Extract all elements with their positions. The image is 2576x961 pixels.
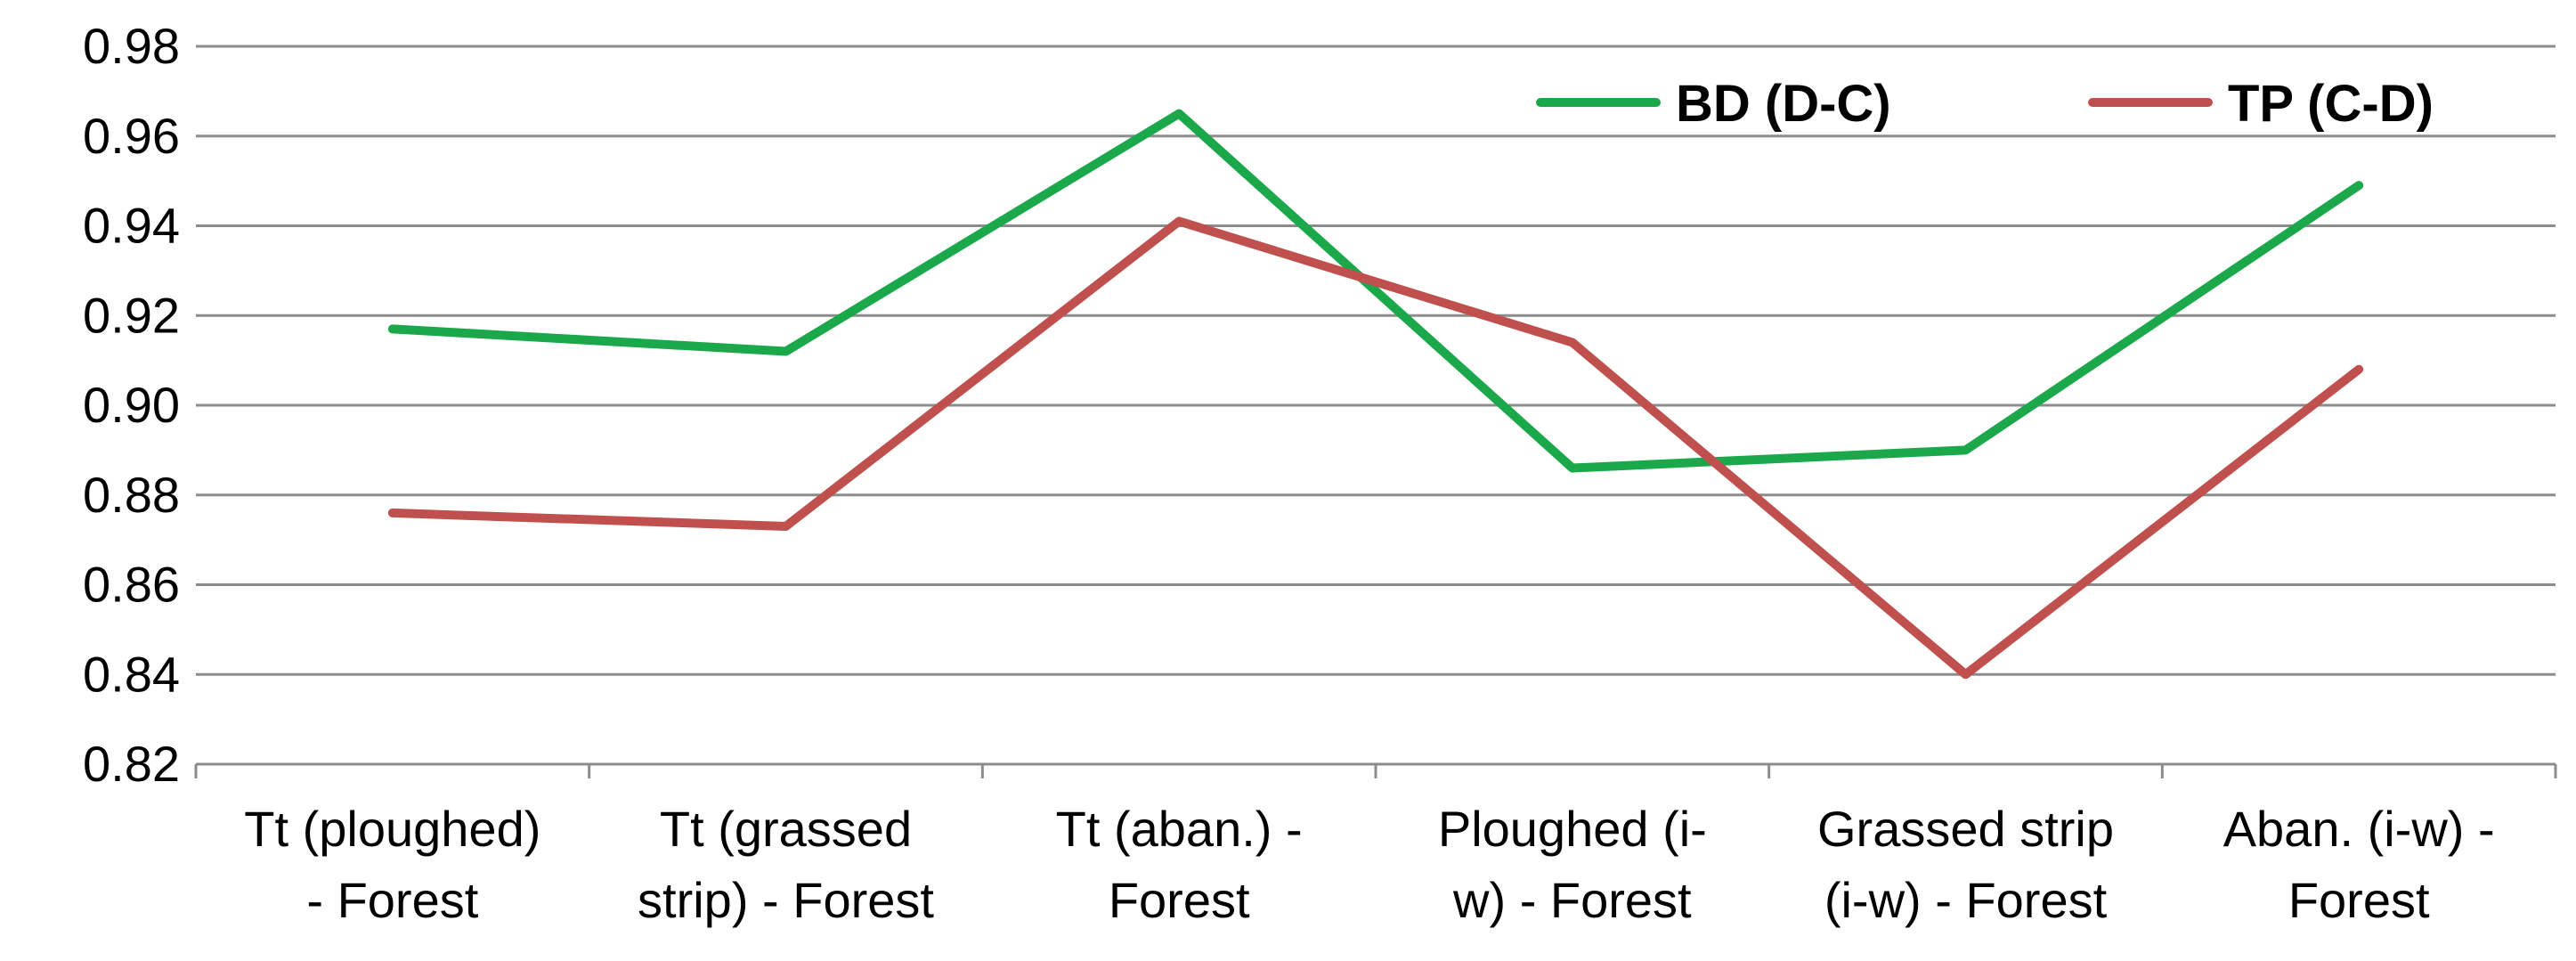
x-category-label: Tt (ploughed) - Forest [244,801,540,928]
x-category-label: Aban. (i-w) -Forest [2223,801,2495,928]
y-axis-ticks: 0.82 0.84 0.86 0.88 0.90 0.92 0.94 0.96 0.98 [83,18,180,792]
legend-label: TP (C-D) [2228,75,2434,133]
x-category-label: Tt (grassed strip) - Forest [638,801,934,928]
x-category-label: Ploughed (i-w) - Forest [1438,801,1707,928]
legend: BD (D-C) TP (C-D) [1536,75,2434,133]
y-tick-label: 0.90 [83,377,180,433]
legend-label: BD (D-C) [1676,75,1891,133]
x-category-label: Tt (aban.) -Forest [1056,801,1303,928]
y-tick-label: 0.92 [83,287,180,343]
gridlines [196,45,2556,676]
x-category-label: Grassed strip (i-w) - Forest [1817,801,2114,928]
series-line-2 [387,216,2364,680]
y-tick-label: 0.86 [83,557,180,613]
x-axis: Tt (ploughed) - Forest Tt (grassed strip) -… [194,762,2557,928]
y-tick-label: 0.96 [83,108,180,164]
series-line-1 [387,109,2364,473]
y-tick-label: 0.84 [83,646,180,702]
y-tick-label: 0.82 [83,736,180,792]
y-tick-label: 0.88 [83,467,180,523]
y-tick-label: 0.94 [83,198,180,254]
series-lines [387,109,2364,680]
y-tick-label: 0.98 [83,18,180,74]
